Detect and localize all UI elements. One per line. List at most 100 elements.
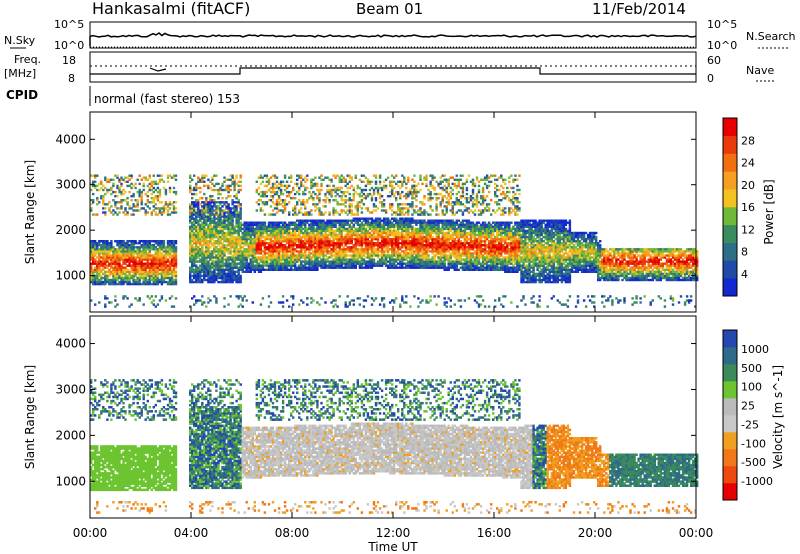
heatmap-cell: [92, 201, 95, 204]
heatmap-cell: [259, 199, 263, 202]
heatmap-cell: [130, 195, 133, 198]
heatmap-cell: [249, 246, 252, 249]
heatmap-cell: [273, 186, 277, 190]
heatmap-cell: [316, 203, 319, 206]
heatmap-cell: [257, 231, 261, 235]
heatmap-cell: [310, 221, 313, 224]
heatmap-cell: [211, 235, 214, 239]
heatmap-cell: [201, 235, 204, 239]
heatmap-cell: [130, 207, 133, 210]
heatmap-cell: [191, 297, 194, 300]
heatmap-cell: [207, 260, 210, 263]
heatmap-cell: [211, 182, 214, 186]
heatmap-cell: [279, 188, 283, 192]
heatmap-cell: [195, 250, 198, 253]
heatmap-cell: [148, 262, 151, 265]
heatmap-cell: [108, 248, 111, 251]
heatmap-cell: [243, 256, 246, 259]
heatmap-cell: [225, 237, 228, 241]
heatmap-cell: [344, 201, 347, 204]
heatmap-cell: [261, 221, 265, 224]
heatmap-cell: [285, 250, 289, 253]
heatmap-cell: [267, 248, 271, 251]
heatmap-cell: [148, 246, 151, 249]
heatmap-cell: [209, 219, 212, 222]
heatmap-cell: [235, 266, 238, 269]
heatmap-cell: [195, 186, 198, 190]
heatmap-cell: [96, 188, 99, 192]
heatmap-cell: [158, 262, 162, 265]
heatmap-cell: [140, 207, 143, 210]
heatmap-cell: [391, 203, 394, 206]
heatmap-cell: [199, 266, 202, 269]
heatmap-cell: [267, 223, 271, 226]
heatmap-cell: [273, 231, 277, 235]
heatmap-cell: [114, 190, 117, 194]
heatmap-cell: [290, 295, 293, 298]
heatmap-cell: [227, 213, 230, 216]
heatmap-cell: [267, 229, 271, 233]
heatmap-cell: [290, 190, 293, 194]
heatmap-cell: [162, 272, 166, 276]
heatmap-cell: [231, 242, 234, 245]
heatmap-cell: [152, 186, 155, 190]
heatmap-cell: [348, 303, 351, 306]
heatmap-cell: [92, 282, 95, 286]
heatmap-cell: [211, 217, 214, 220]
heatmap-cell: [152, 272, 155, 276]
heatmap-cell: [233, 186, 236, 190]
heatmap-cell: [209, 235, 212, 239]
heatmap-cell: [201, 180, 204, 183]
heatmap-cell: [207, 246, 210, 249]
heatmap-cell: [160, 262, 164, 265]
heatmap-cell: [225, 215, 228, 218]
heatmap-cell: [197, 205, 200, 208]
heatmap-cell: [277, 197, 281, 200]
heatmap-cell: [191, 266, 194, 269]
heatmap-cell: [122, 250, 125, 253]
heatmap-cell: [241, 231, 244, 235]
heatmap-cell: [419, 207, 422, 210]
heatmap-cell: [399, 303, 402, 306]
heatmap-cell: [239, 180, 242, 183]
heatmap-cell: [346, 295, 349, 298]
heatmap-cell: [140, 203, 143, 206]
heatmap-cell: [251, 225, 254, 228]
heatmap-cell: [233, 246, 236, 249]
heatmap-cell: [138, 188, 141, 192]
heatmap-cell: [407, 252, 410, 255]
heatmap-cell: [207, 240, 210, 243]
heatmap-cell: [96, 266, 99, 269]
heatmap-cell: [193, 258, 196, 261]
heatmap-cell: [237, 203, 240, 206]
heatmap-cell: [368, 182, 372, 186]
heatmap-cell: [144, 203, 147, 206]
heatmap-cell: [225, 219, 228, 222]
heatmap-cell: [144, 280, 147, 284]
heatmap-cell: [146, 252, 149, 255]
heatmap-cell: [94, 242, 97, 245]
heatmap-cell: [292, 268, 295, 271]
heatmap-cell: [283, 248, 287, 251]
heatmap-cell: [142, 264, 145, 267]
heatmap-cell: [189, 180, 192, 183]
heatmap-cell: [294, 229, 297, 233]
heatmap-cell: [292, 250, 295, 253]
heatmap-cell: [225, 274, 228, 278]
heatmap-cell: [239, 260, 242, 263]
heatmap-cell: [227, 260, 230, 263]
heatmap-cell: [288, 201, 291, 204]
heatmap-cell: [90, 207, 93, 210]
heatmap-cell: [199, 203, 202, 206]
heatmap-cell: [235, 219, 238, 222]
heatmap-cell: [148, 174, 151, 177]
heatmap-cell: [90, 203, 93, 206]
heatmap-cell: [316, 219, 319, 222]
heatmap-cell: [98, 278, 101, 282]
heatmap-cell: [98, 258, 101, 261]
heatmap-cell: [271, 221, 275, 224]
heatmap-cell: [294, 266, 297, 269]
heatmap-cell: [378, 192, 382, 196]
heatmap-cell: [217, 268, 220, 271]
heatmap-cell: [285, 264, 289, 267]
